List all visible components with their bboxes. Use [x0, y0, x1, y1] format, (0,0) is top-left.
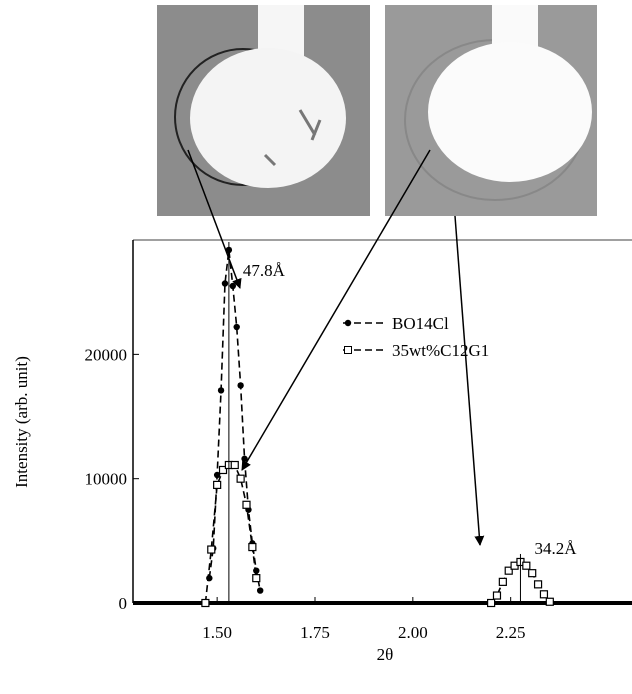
data-point	[242, 500, 251, 509]
data-point	[233, 323, 240, 331]
data-point	[539, 590, 549, 599]
annotation: 34.2Å	[534, 539, 577, 558]
data-point	[206, 574, 213, 582]
data-point	[207, 545, 216, 554]
data-point	[230, 460, 239, 470]
data-point	[237, 382, 244, 389]
data-point	[213, 480, 222, 490]
arrows	[187, 149, 485, 546]
data-point	[528, 569, 537, 578]
data-point	[487, 598, 496, 608]
data-point	[498, 577, 507, 586]
legend-label: BO14Cl	[392, 314, 449, 333]
x-tick-label: 1.75	[300, 623, 330, 642]
data-point	[217, 387, 225, 394]
data-point	[218, 465, 228, 475]
x-tick-label: 2.25	[496, 623, 526, 642]
data-point	[248, 542, 257, 552]
x-axis-label: 2θ	[377, 645, 394, 664]
series-line	[208, 249, 261, 591]
data-point	[201, 598, 210, 608]
x-tick-label: 1.50	[202, 623, 232, 642]
data-point	[256, 587, 264, 594]
y-tick-label: 10000	[85, 470, 128, 489]
photo-right	[385, 5, 597, 216]
data-point	[252, 574, 261, 583]
y-tick-label: 0	[119, 594, 128, 613]
data-point	[241, 455, 248, 462]
data-point	[545, 597, 554, 606]
data-point	[492, 591, 502, 600]
data-point	[213, 471, 221, 479]
data-point	[236, 474, 245, 483]
legend-marker	[344, 319, 352, 327]
y-axis-label: Intensity (arb. unit)	[12, 356, 31, 488]
x-tick-label: 2.00	[398, 623, 428, 642]
data-point	[229, 282, 236, 290]
data-point	[504, 566, 513, 575]
data-point	[221, 280, 229, 287]
series-line	[204, 464, 551, 604]
photo-left	[157, 5, 370, 216]
legend-marker	[344, 346, 352, 354]
annotation: 47.8Å	[243, 261, 286, 280]
y-tick-label: 20000	[85, 345, 128, 364]
data-point	[533, 580, 543, 589]
legend-label: 35wt%C12G1	[392, 341, 489, 360]
data-point	[522, 561, 531, 570]
